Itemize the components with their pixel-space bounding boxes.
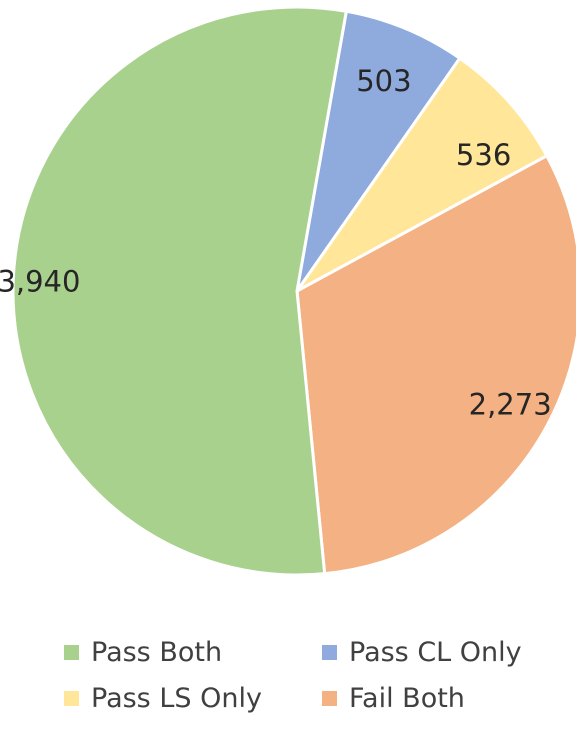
legend-item-pass-cl-only: Pass CL Only	[322, 636, 562, 668]
legend-swatch-pass-ls-only	[64, 690, 79, 706]
legend-label-pass-ls-only: Pass LS Only	[91, 682, 262, 714]
legend: Pass Both Pass CL Only Pass LS Only Fail…	[64, 636, 564, 714]
pie-slice-pass-ls-only	[295, 56, 549, 293]
data-label-pass-both: 3,940	[0, 265, 80, 299]
data-label-fail-both: 2,273	[469, 387, 552, 421]
legend-swatch-pass-cl-only	[322, 644, 337, 660]
legend-label-pass-cl-only: Pass CL Only	[349, 636, 522, 668]
data-label-pass-ls-only: 536	[456, 138, 511, 172]
pie-slice-pass-both	[11, 5, 348, 577]
legend-item-pass-both: Pass Both	[64, 636, 322, 668]
legend-item-pass-ls-only: Pass LS Only	[64, 682, 322, 714]
pie-chart: 503 536 2,273 3,940	[0, 5, 576, 577]
pie-slice-fail-both	[295, 154, 576, 576]
legend-swatch-pass-both	[64, 644, 79, 660]
legend-label-pass-both: Pass Both	[91, 636, 223, 668]
legend-label-fail-both: Fail Both	[349, 682, 465, 714]
legend-item-fail-both: Fail Both	[322, 682, 562, 714]
pie-slice-pass-cl-only	[295, 9, 462, 293]
legend-swatch-fail-both	[322, 690, 337, 706]
data-label-pass-cl-only: 503	[356, 64, 411, 98]
